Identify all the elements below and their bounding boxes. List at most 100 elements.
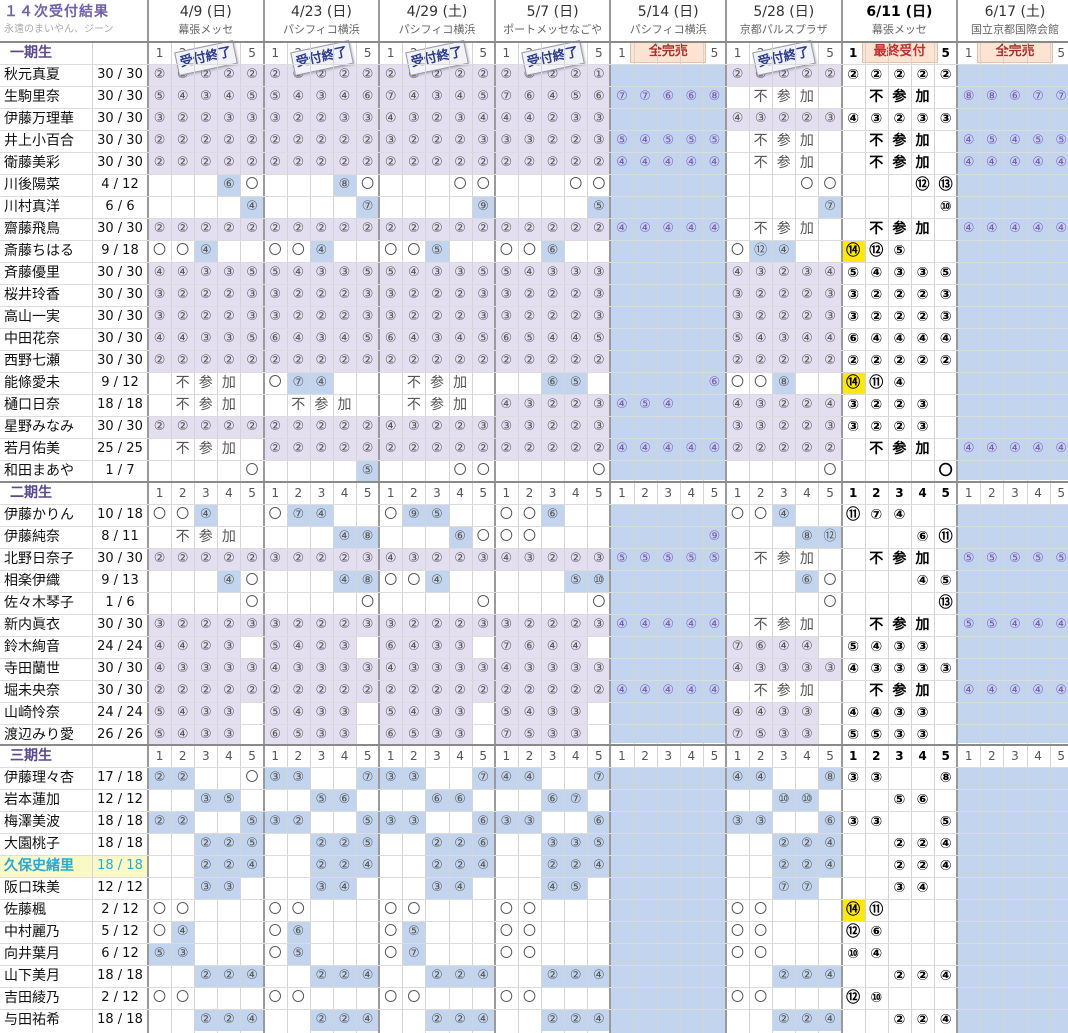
seat-status: 〇 (245, 177, 259, 192)
member-count: 30 / 30 (97, 155, 143, 170)
seat-status: 〇 (384, 924, 398, 939)
seat-status: ② (893, 836, 906, 852)
seat-status: ⑦ (494, 636, 518, 658)
seat-status: ⑧ (939, 770, 952, 786)
seat-status: ③ (332, 262, 357, 284)
seat-status: ⑤ (240, 833, 264, 855)
not-participating: 不 (175, 529, 190, 545)
seat-status: ② (356, 130, 380, 152)
slot-number: 3 (548, 749, 557, 763)
seat-status: ③ (263, 548, 287, 570)
row-divider (0, 394, 1068, 395)
not-participating: 不 (753, 155, 768, 171)
seat-status: ④ (939, 836, 952, 852)
seat-status: ⑤ (263, 636, 287, 658)
seat-status: ③ (587, 394, 611, 416)
seat-status: ② (541, 108, 565, 130)
seat-status: ③ (818, 108, 842, 130)
seat-status: ⑤ (217, 789, 241, 811)
seat-status: ⑥ (517, 636, 542, 658)
soldout-block (957, 64, 1068, 480)
seat-status: ③ (749, 262, 773, 284)
seat-status: ② (425, 218, 449, 240)
slot-number: 2 (756, 749, 765, 763)
seat-status: ② (356, 416, 380, 438)
slot-number: 3 (779, 486, 788, 500)
slot-divider (980, 42, 982, 1033)
seat-status: 〇 (499, 924, 513, 939)
slot-number: 1 (733, 486, 742, 500)
seat-status: ② (240, 416, 264, 438)
seat-status: ② (332, 438, 357, 460)
seat-status: ④ (616, 683, 628, 698)
row-divider (0, 636, 1068, 637)
seat-status: ④ (749, 767, 773, 789)
slot-number: 3 (548, 486, 557, 500)
slot-number: 4 (456, 486, 464, 500)
seat-status: ⑤ (494, 702, 518, 724)
seat-status: ④ (1055, 441, 1068, 456)
seat-status: ⑪ (869, 375, 884, 391)
seat-status: ⑦ (870, 507, 883, 523)
seat-status: ④ (332, 570, 357, 592)
row-divider (0, 526, 1068, 527)
seat-status: ③ (847, 814, 860, 830)
seat-status: ③ (541, 702, 565, 724)
seat-status: ⑤ (870, 727, 883, 743)
seat-status: ③ (772, 724, 796, 746)
not-participating: 加 (915, 221, 930, 237)
seat-status: ⑤ (893, 243, 906, 259)
seat-status: ⑤ (356, 460, 380, 482)
seat-status: ④ (870, 705, 883, 721)
seat-status: 〇 (754, 924, 768, 939)
seat-status: ④ (517, 108, 542, 130)
seat-status: ② (772, 394, 796, 416)
seat-status: ③ (795, 724, 819, 746)
seat-status: ③ (870, 770, 883, 786)
seat-status: ④ (494, 548, 518, 570)
seat-status: ③ (587, 614, 611, 636)
seat-status: 〇 (407, 243, 421, 258)
slot-number: 3 (433, 749, 441, 763)
slot-number: 1 (848, 46, 858, 60)
seat-status: 〇 (384, 507, 398, 522)
row-divider (0, 658, 1068, 659)
seat-status: ② (448, 284, 472, 306)
member-name: 伊藤理々杏 (4, 770, 74, 786)
seat-status: ② (263, 416, 287, 438)
seat-status: ② (148, 64, 172, 86)
seat-status: ③ (939, 661, 952, 677)
seat-status: ② (564, 416, 588, 438)
seat-status: 〇 (384, 573, 398, 588)
seat-status: ⑥ (332, 789, 357, 811)
slot-number: 2 (872, 749, 881, 763)
seat-status: ③ (847, 419, 860, 435)
seat-status: ② (425, 130, 449, 152)
seat-status: ④ (564, 636, 588, 658)
seat-status: 〇 (522, 946, 536, 961)
member-count: 26 / 26 (97, 727, 143, 742)
seat-status: ⑤ (148, 724, 172, 746)
seat-status: ③ (425, 877, 449, 899)
seat-status: ③ (194, 789, 218, 811)
seat-status: ④ (356, 965, 380, 987)
seat-status: ② (194, 965, 218, 987)
seat-status: ② (194, 614, 218, 636)
slot-divider (795, 42, 797, 1033)
seat-status: ③ (893, 661, 906, 677)
seat-status: ② (379, 64, 403, 86)
seat-status: ③ (240, 284, 264, 306)
seat-status: ② (402, 152, 426, 174)
seat-status: ④ (749, 702, 773, 724)
seat-status: ② (587, 438, 611, 460)
seat-status: ② (795, 965, 819, 987)
seat-status: ② (309, 306, 333, 328)
seat-status: ④ (148, 658, 172, 680)
seat-status: ② (194, 218, 218, 240)
seat-status: ② (893, 111, 906, 127)
seat-status: ④ (309, 504, 333, 526)
seat-status: ③ (749, 108, 773, 130)
seat-status: ③ (240, 108, 264, 130)
seat-status: ② (564, 152, 588, 174)
seat-status: ⑤ (263, 702, 287, 724)
